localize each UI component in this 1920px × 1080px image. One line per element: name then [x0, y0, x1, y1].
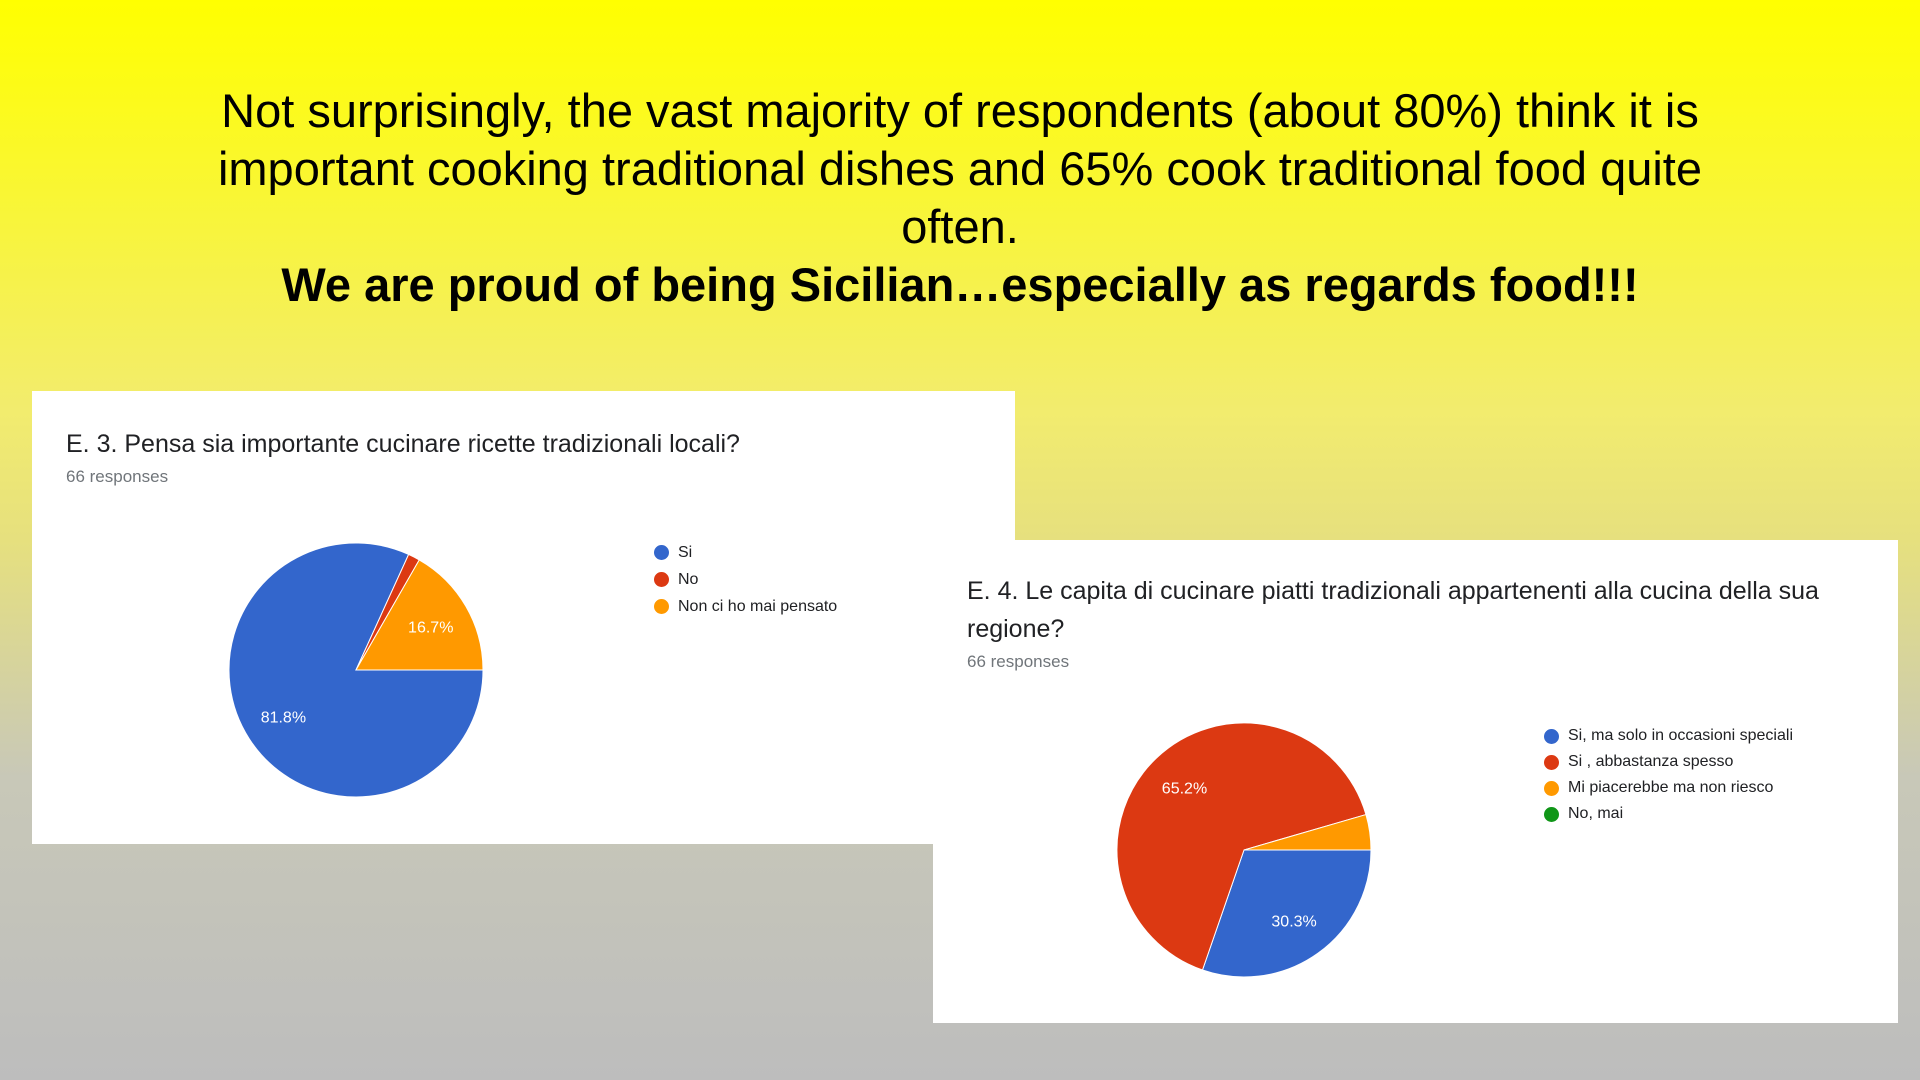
legend-item[interactable]: Non ci ho mai pensato — [654, 593, 837, 620]
legend-dot-icon — [654, 599, 669, 614]
legend-label: No, mai — [1568, 805, 1624, 822]
legend-item[interactable]: Si, ma solo in occasioni speciali — [1544, 723, 1793, 749]
chart-legend-e3: Si No Non ci ho mai pensato — [654, 539, 837, 620]
legend-dot-icon — [654, 545, 669, 560]
slice-data-label: 81.8% — [261, 710, 306, 727]
chart-card-e4: E. 4. Le capita di cucinare piatti tradi… — [933, 540, 1898, 1023]
legend-label: Si — [678, 543, 693, 561]
headline-line-1: Not surprisingly, the vast majority of r… — [221, 84, 1699, 137]
legend-dot-icon — [654, 572, 669, 587]
pie-slice-3[interactable] — [1243, 813, 1372, 851]
headline-line-3: often. — [901, 200, 1019, 253]
pie-chart-e3: 81.8% 16.7% — [228, 542, 484, 798]
legend-label: No — [678, 570, 699, 588]
legend-label: Mi piacerebbe ma non riesco — [1568, 779, 1774, 796]
slice-data-label: 65.2% — [1162, 780, 1207, 797]
headline-bold: We are proud of being Sicilian…especiall… — [281, 258, 1639, 311]
chart-title: E. 4. Le capita di cucinare piatti tradi… — [967, 577, 1819, 643]
chart-card-e3: E. 3. Pensa sia importante cucinare rice… — [32, 391, 1015, 844]
legend-dot-icon — [1544, 780, 1559, 796]
chart-legend-e4: Si, ma solo in occasioni speciali Si , ab… — [1544, 723, 1793, 827]
legend-item[interactable]: Mi piacerebbe ma non riesco — [1544, 775, 1793, 801]
legend-label: Si, ma solo in occasioni speciali — [1568, 727, 1793, 744]
chart-subtitle: 66 responses — [967, 652, 1070, 671]
legend-item[interactable]: Si , abbastanza spesso — [1544, 749, 1793, 775]
chart-title: E. 3. Pensa sia importante cucinare rice… — [66, 430, 740, 458]
legend-item[interactable]: Si — [654, 539, 837, 566]
pie-chart-e4: 30.3% 65.2% — [1116, 722, 1372, 978]
legend-label: Non ci ho mai pensato — [678, 597, 838, 615]
legend-label: Si , abbastanza spesso — [1568, 753, 1734, 770]
legend-dot-icon — [1544, 728, 1559, 744]
headline-line-2: important cooking traditional dishes and… — [217, 142, 1703, 195]
pie-slice-2[interactable] — [1116, 722, 1367, 971]
legend-item[interactable]: No, mai — [1544, 801, 1793, 827]
pie-slice-3[interactable] — [355, 559, 484, 671]
slice-data-label: 16.7% — [408, 620, 453, 637]
legend-item[interactable]: No — [654, 566, 837, 593]
slice-data-label: 30.3% — [1271, 913, 1316, 930]
headline: Not surprisingly, the vast majority of r… — [120, 82, 1800, 314]
chart-subtitle: 66 responses — [66, 467, 169, 486]
legend-dot-icon — [1544, 754, 1559, 770]
pie-slice-1[interactable] — [1201, 849, 1372, 978]
legend-dot-icon — [1544, 806, 1559, 822]
